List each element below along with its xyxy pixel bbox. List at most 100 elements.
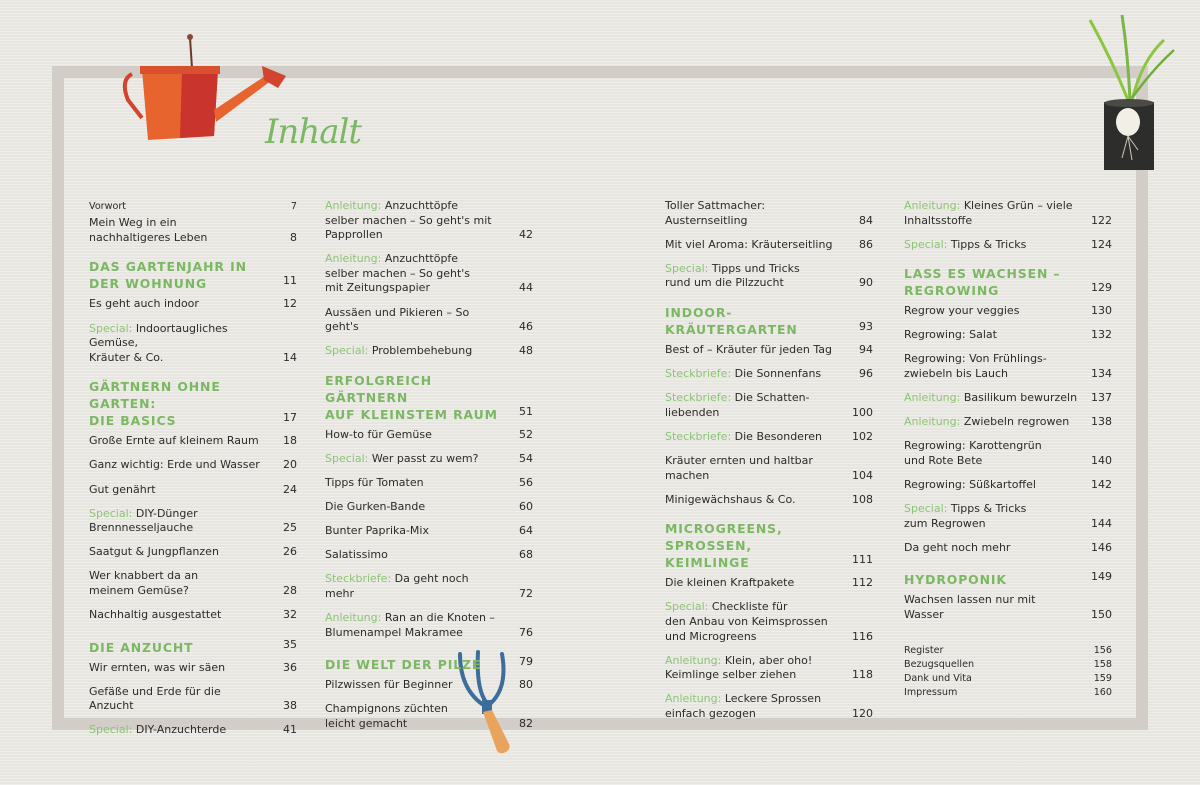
toc-entry[interactable]: Aussäen und Pikieren – So geht's 46 <box>325 306 533 335</box>
toc-entry[interactable]: Anleitung: Anzuchttöpfe selber machen – … <box>325 252 533 296</box>
toc-appendix-entry[interactable]: Bezugsquellen 158 <box>904 658 1112 672</box>
toc-entry[interactable]: How-to für Gemüse 52 <box>325 428 533 443</box>
page-number: 122 <box>1091 213 1112 227</box>
toc-entry[interactable]: Mein Weg in ein nachhaltigeres Leben 8 <box>89 216 297 245</box>
toc-entry[interactable]: Anleitung: Leckere Sprossen einfach gezo… <box>665 692 873 721</box>
entry-title: Saatgut & Jungpflanzen <box>89 545 263 560</box>
page-number: 102 <box>852 429 873 443</box>
entry-title-text: Minigewächshaus & Co. <box>665 492 796 506</box>
entry-title-text: Die kleinen Kraftpakete <box>665 576 795 590</box>
toc-entry[interactable]: Steckbriefe: Da geht noch mehr 72 <box>325 572 533 601</box>
entry-title: Mein Weg in ein nachhaltigeres Leben <box>89 216 263 245</box>
toc-appendix-entry[interactable]: Dank und Vita 159 <box>904 672 1112 686</box>
toc-entry[interactable]: Special: Tipps & Tricks zum Regrowen 144 <box>904 502 1112 531</box>
toc-entry[interactable]: Die kleinen Kraftpakete 112 <box>665 576 873 591</box>
toc-chapter-heading[interactable]: ERFOLGREICH GÄRTNERN AUF KLEINSTEM RAUM 5… <box>325 372 533 423</box>
toc-entry[interactable]: Special: DIY-Dünger Brennnesseljauche 25 <box>89 507 297 536</box>
toc-entry[interactable]: Special: Problembehebung 48 <box>325 344 533 359</box>
entry-category-label: Special: <box>89 723 133 737</box>
toc-entry[interactable]: Steckbriefe: Die Besonderen 102 <box>665 430 873 445</box>
toc-entry[interactable]: Steckbriefe: Die Sonnenfans 96 <box>665 367 873 382</box>
toc-entry[interactable]: Special: Checkliste für den Anbau von Ke… <box>665 600 873 644</box>
toc-entry[interactable]: Regrowing: Karottengrün und Rote Bete 140 <box>904 439 1112 468</box>
toc-entry[interactable]: Es geht auch indoor 12 <box>89 297 297 312</box>
page-number: 28 <box>283 584 297 598</box>
toc-entry[interactable]: Gut genährt 24 <box>89 483 297 498</box>
toc-entry[interactable]: Special: Wer passt zu wem? 54 <box>325 452 533 467</box>
entry-title-text: Kleines Grün – viele Inhaltsstoffe <box>904 199 1073 227</box>
toc-entry[interactable]: Anleitung: Kleines Grün – viele Inhaltss… <box>904 199 1112 228</box>
entry-title-text: Problembehebung <box>371 344 473 358</box>
toc-entry[interactable]: Da geht noch mehr 146 <box>904 541 1112 556</box>
toc-entry[interactable]: Nachhaltig ausgestattet 32 <box>89 608 297 623</box>
toc-entry[interactable]: Die Gurken-Bande 60 <box>325 500 533 515</box>
toc-entry[interactable]: Best of – Kräuter für jeden Tag 94 <box>665 343 873 358</box>
toc-entry[interactable]: Regrowing: Süßkartoffel 142 <box>904 478 1112 493</box>
entry-title: Anleitung: Ran an die Knoten – Blumenamp… <box>325 611 499 640</box>
toc-chapter-heading[interactable]: GÄRTNERN OHNE GARTEN: DIE BASICS 17 <box>89 378 297 429</box>
entry-title-text: Wer passt zu wem? <box>371 451 479 465</box>
toc-entry[interactable]: Special: DIY-Anzuchterde 41 <box>89 723 297 738</box>
toc-entry[interactable]: Wer knabbert da an meinem Gemüse? 28 <box>89 569 297 598</box>
entry-title-text: LASS ES WACHSEN – REGROWING <box>904 266 1061 299</box>
page-number: 42 <box>519 228 533 242</box>
page-number: 32 <box>283 608 297 622</box>
toc-entry[interactable]: Champignons züchten leicht gemacht 82 <box>325 702 533 731</box>
toc-chapter-heading[interactable]: LASS ES WACHSEN – REGROWING 129 <box>904 265 1112 299</box>
toc-entry[interactable]: Toller Sattmacher: Austernseitling 84 <box>665 199 873 228</box>
toc-entry[interactable]: Saatgut & Jungpflanzen 26 <box>89 545 297 560</box>
toc-entry[interactable]: Tipps für Tomaten 56 <box>325 476 533 491</box>
entry-title-text: Saatgut & Jungpflanzen <box>89 545 219 559</box>
page-number: 17 <box>283 411 297 425</box>
toc-entry[interactable]: Anleitung: Zwiebeln regrowen 138 <box>904 415 1112 430</box>
toc-chapter-heading[interactable]: DAS GARTENJAHR IN DER WOHNUNG 11 <box>89 258 297 292</box>
toc-entry[interactable]: Mit viel Aroma: Kräuterseitling 86 <box>665 238 873 253</box>
toc-chapter-heading[interactable]: MICROGREENS, SPROSSEN, KEIMLINGE 111 <box>665 520 873 571</box>
toc-entry[interactable]: Anleitung: Ran an die Knoten – Blumenamp… <box>325 611 533 640</box>
toc-entry[interactable]: Steckbriefe: Die Schatten- liebenden 100 <box>665 391 873 420</box>
page-number: 82 <box>519 716 533 730</box>
page-number: 156 <box>1093 644 1112 656</box>
toc-entry[interactable]: Regrowing: Salat 132 <box>904 328 1112 343</box>
entry-title-text: Basilikum bewurzeln <box>963 391 1078 405</box>
toc-entry[interactable]: Ganz wichtig: Erde und Wasser 20 <box>89 458 297 473</box>
toc-entry[interactable]: Special: Tipps & Tricks 124 <box>904 238 1112 253</box>
entry-title: Salatissimo <box>325 548 499 563</box>
toc-chapter-heading[interactable]: DIE ANZUCHT 35 <box>89 636 297 656</box>
entry-category-label: Special: <box>665 261 709 275</box>
toc-entry[interactable]: Regrow your veggies 130 <box>904 304 1112 319</box>
toc-entry[interactable]: Gefäße und Erde für die Anzucht 38 <box>89 685 297 714</box>
toc-entry[interactable]: Anleitung: Basilikum bewurzeln 137 <box>904 391 1112 406</box>
toc-entry[interactable]: Anleitung: Anzuchttöpfe selber machen – … <box>325 199 533 243</box>
toc-column-2: Anleitung: Anzuchttöpfe selber machen – … <box>325 199 533 741</box>
entry-title: Special: DIY-Dünger Brennnesseljauche <box>89 507 263 536</box>
entry-title-text: Wachsen lassen nur mit Wasser <box>904 593 1036 621</box>
toc-entry[interactable]: Special: Tipps und Tricks rund um die Pi… <box>665 262 873 291</box>
toc-entry[interactable]: Pilzwissen für Beginner 80 <box>325 678 533 693</box>
toc-chapter-heading[interactable]: INDOOR-KRÄUTERGARTEN 93 <box>665 304 873 338</box>
toc-chapter-heading[interactable]: HYDROPONIK 149 <box>904 568 1112 588</box>
toc-entry[interactable]: Wir ernten, was wir säen 36 <box>89 661 297 676</box>
toc-entry[interactable]: Minigewächshaus & Co. 108 <box>665 493 873 508</box>
toc-entry[interactable]: Kräuter ernten und haltbar machen 104 <box>665 454 873 483</box>
entry-title-text: Aussäen und Pikieren – So geht's <box>325 305 470 334</box>
entry-title-text: Ganz wichtig: Erde und Wasser <box>89 458 260 472</box>
toc-entry[interactable]: Regrowing: Von Frühlings- zwiebeln bis L… <box>904 352 1112 381</box>
entry-title-text: Anzuchttöpfe selber machen – So geht's m… <box>325 252 471 295</box>
toc-appendix-entry[interactable]: Register 156 <box>904 644 1112 658</box>
toc-entry[interactable]: Wachsen lassen nur mit Wasser 150 <box>904 593 1112 622</box>
page-number: 80 <box>519 678 533 692</box>
toc-entry[interactable]: Bunter Paprika-Mix 64 <box>325 524 533 539</box>
toc-entry[interactable]: Anleitung: Klein, aber oho! Keimlinge se… <box>665 654 873 683</box>
page-number: 36 <box>283 660 297 674</box>
toc-appendix-entry[interactable]: Impressum 160 <box>904 686 1112 700</box>
toc-entry[interactable]: Salatissimo 68 <box>325 548 533 563</box>
entry-category-label: Special: <box>89 321 133 335</box>
entry-title: Gut genährt <box>89 483 263 498</box>
toc-entry[interactable]: Special: Indoortaugliches Gemüse, Kräute… <box>89 322 297 366</box>
toc-entry[interactable]: Große Ernte auf kleinem Raum 18 <box>89 434 297 449</box>
entry-title: Regrowing: Karottengrün und Rote Bete <box>904 439 1078 468</box>
toc-chapter-heading[interactable]: DIE WELT DER PILZE 79 <box>325 653 533 673</box>
entry-title-text: Champignons züchten leicht gemacht <box>325 702 448 730</box>
toc-appendix-entry[interactable]: Vorwort 7 <box>89 200 297 214</box>
